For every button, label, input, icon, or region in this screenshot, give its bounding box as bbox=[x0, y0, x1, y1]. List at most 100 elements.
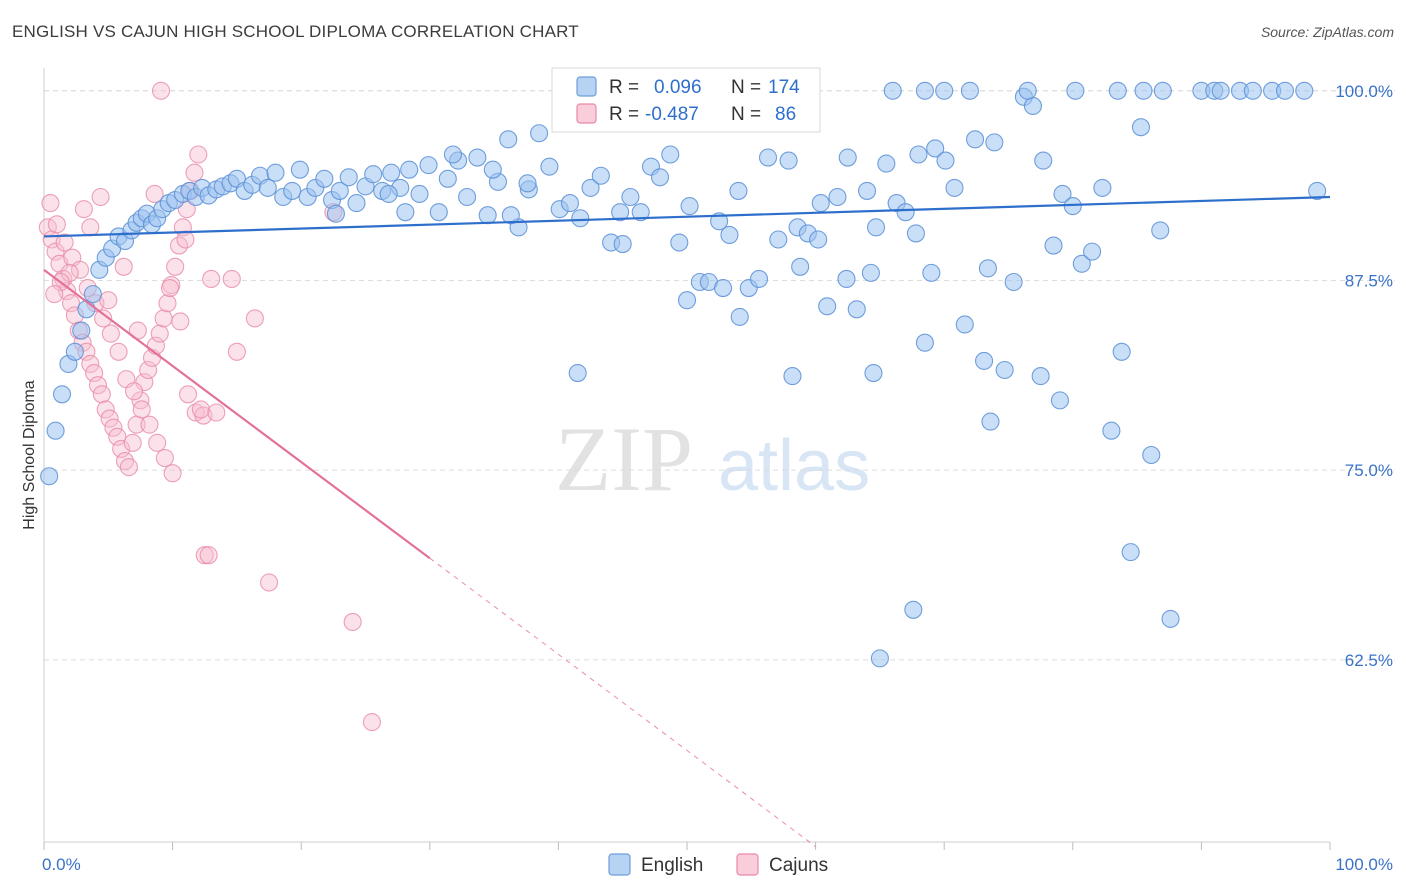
english-point bbox=[847, 300, 866, 319]
english-point bbox=[749, 269, 769, 289]
english-point bbox=[330, 181, 349, 200]
cajuns-point bbox=[101, 324, 120, 343]
english-point bbox=[981, 412, 1000, 431]
english-point bbox=[1211, 81, 1230, 100]
english-point bbox=[680, 197, 699, 216]
cajuns-point bbox=[135, 373, 154, 392]
english-point bbox=[1034, 151, 1053, 170]
english-point bbox=[1108, 81, 1127, 100]
cajuns-point bbox=[163, 464, 182, 483]
english-point bbox=[46, 421, 65, 440]
english-point bbox=[677, 291, 697, 310]
cajuns-point bbox=[154, 309, 173, 328]
english-point bbox=[966, 130, 985, 149]
cajuns-point bbox=[104, 418, 123, 437]
english-point bbox=[1004, 272, 1023, 292]
english-point bbox=[379, 184, 398, 204]
english-point bbox=[861, 263, 880, 282]
english-point bbox=[1050, 391, 1069, 410]
english-point bbox=[1134, 81, 1153, 100]
english-point bbox=[591, 166, 610, 185]
tick-labels: 62.5% 75.0% 87.5% 100.0% 0.0% 100.0% bbox=[42, 82, 1393, 874]
english-point bbox=[935, 81, 954, 100]
english-point bbox=[1161, 609, 1180, 628]
english-point bbox=[838, 148, 857, 167]
cajuns-point bbox=[140, 415, 159, 434]
cajuns-point bbox=[227, 342, 246, 361]
english-point bbox=[468, 148, 487, 167]
english-point bbox=[922, 263, 941, 282]
y-tick-label: 75.0% bbox=[1345, 461, 1393, 480]
english-point bbox=[909, 145, 928, 164]
cajuns-trend-line bbox=[43, 268, 431, 560]
english-point bbox=[1131, 118, 1151, 137]
english-point bbox=[650, 168, 670, 187]
english-point bbox=[83, 285, 102, 304]
english-point bbox=[258, 178, 277, 197]
english-point bbox=[560, 194, 580, 213]
cajuns-point bbox=[259, 573, 279, 592]
legend-bottom: English Cajuns bbox=[608, 853, 828, 876]
cajuns-point bbox=[185, 163, 204, 182]
legend-bottom-cajuns-label: Cajuns bbox=[769, 855, 828, 876]
english-point bbox=[783, 367, 802, 386]
english-point bbox=[837, 269, 856, 289]
english-point bbox=[975, 351, 994, 370]
cajuns-point bbox=[139, 360, 158, 380]
english-point bbox=[883, 81, 902, 100]
legend-english-n-label: N = bbox=[731, 77, 761, 98]
cajuns-point bbox=[191, 400, 210, 419]
english-point bbox=[290, 160, 309, 179]
english-point bbox=[52, 385, 72, 404]
english-point bbox=[915, 333, 934, 352]
legend-cajuns-swatch bbox=[576, 103, 597, 124]
cajuns-point bbox=[108, 427, 127, 446]
cajuns-point bbox=[81, 218, 100, 237]
english-point bbox=[936, 151, 955, 170]
english-point bbox=[410, 184, 429, 204]
y-tick-label: 62.5% bbox=[1345, 651, 1393, 670]
english-point bbox=[540, 157, 559, 176]
english-point bbox=[713, 279, 733, 298]
cajuns-point bbox=[100, 409, 119, 428]
legend-bottom-english-swatch bbox=[608, 853, 631, 876]
cajuns-point bbox=[119, 458, 138, 477]
cajuns-point bbox=[112, 439, 131, 458]
legend-cajuns-r-label: R = bbox=[609, 104, 639, 125]
legend-stats: R = 0.096 N = 174 R = -0.487 N = 86 bbox=[551, 67, 821, 133]
english-point bbox=[828, 187, 847, 207]
grid-lines bbox=[44, 90, 1395, 661]
chart-title: ENGLISH VS CAJUN HIGH SCHOOL DIPLOMA COR… bbox=[12, 22, 579, 41]
cajuns-point bbox=[148, 433, 167, 452]
english-point bbox=[1093, 178, 1112, 197]
english-point bbox=[779, 151, 798, 170]
cajuns-point bbox=[151, 81, 171, 100]
english-point bbox=[960, 81, 979, 100]
legend-english-n-value: 174 bbox=[768, 77, 800, 98]
english-point bbox=[915, 81, 934, 100]
english-point bbox=[438, 169, 457, 188]
cajuns-point bbox=[158, 294, 177, 313]
english-point bbox=[926, 139, 945, 158]
english-point bbox=[72, 321, 91, 340]
english-point bbox=[530, 124, 549, 143]
cajuns-point bbox=[195, 546, 214, 565]
cajuns-point bbox=[109, 342, 128, 361]
cajuns-point bbox=[166, 257, 185, 276]
cajuns-point bbox=[70, 260, 90, 279]
cajuns-point bbox=[92, 385, 111, 404]
english-point bbox=[339, 168, 358, 187]
english-point bbox=[1121, 543, 1140, 562]
english-point bbox=[1308, 181, 1327, 200]
legend-cajuns-n-value: 86 bbox=[775, 104, 796, 125]
x-tick-label: 100.0% bbox=[1335, 855, 1393, 874]
english-point bbox=[769, 230, 788, 249]
english-point bbox=[955, 315, 974, 334]
english-point bbox=[266, 163, 285, 182]
english-point bbox=[501, 206, 520, 225]
cajuns-point bbox=[47, 215, 66, 234]
english-point bbox=[870, 649, 889, 668]
english-point bbox=[396, 203, 415, 222]
english-point bbox=[571, 209, 590, 228]
english-point bbox=[710, 212, 729, 231]
